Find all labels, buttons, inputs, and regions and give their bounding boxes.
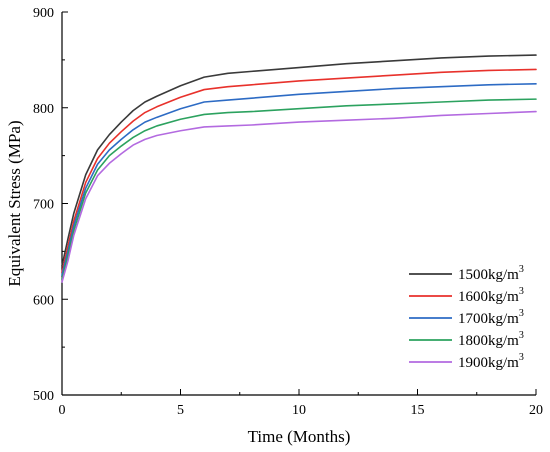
y-tick-label: 700 (33, 198, 54, 213)
series-line-1700 (61, 83, 537, 277)
legend-label-1700: 1700kg/m3 (458, 308, 524, 327)
y-tick-label: 900 (33, 6, 54, 21)
legend-unit-exponent: 3 (519, 330, 524, 341)
x-axis-title: Time (Months) (248, 427, 351, 446)
y-tick-label: 500 (33, 389, 54, 404)
legend-label-1600: 1600kg/m3 (458, 286, 524, 305)
legend-label-1500: 1500kg/m3 (458, 264, 524, 283)
x-tick-label: 20 (529, 403, 543, 418)
legend-unit-exponent: 3 (519, 352, 524, 363)
series-lines (61, 54, 537, 283)
legend: 1500kg/m3 1600kg/m3 1700kg/m3 1800kg/m3 1900… (409, 264, 524, 371)
series-line-1600 (61, 68, 537, 274)
x-tick-label: 0 (59, 403, 66, 418)
x-tick-label: 5 (177, 403, 184, 418)
y-tick-label: 600 (33, 293, 54, 308)
legend-unit-exponent: 3 (519, 286, 524, 297)
series-line-1800 (61, 98, 537, 280)
series-line-1900 (61, 110, 537, 283)
x-tick-label: 10 (292, 403, 306, 418)
y-tick-label: 800 (33, 102, 54, 117)
series-line-1500 (61, 54, 537, 267)
x-tick-label: 15 (411, 403, 425, 418)
legend-unit-exponent: 3 (519, 308, 524, 319)
legend-label-1900: 1900kg/m3 (458, 352, 524, 371)
y-axis-title: Equivalent Stress (MPa) (5, 120, 24, 286)
legend-unit-exponent: 3 (519, 264, 524, 275)
legend-label-1800: 1800kg/m3 (458, 330, 524, 349)
axes: 0 5 10 15 20 500 600 700 800 900 (33, 6, 543, 418)
